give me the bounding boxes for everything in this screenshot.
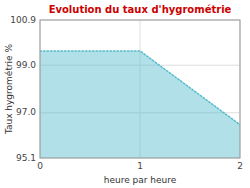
plot-frame (40, 20, 240, 158)
grid (40, 20, 240, 158)
x-axis-label: heure par heure (104, 175, 177, 185)
x-tick-label: 0 (37, 161, 43, 171)
x-tick-label: 2 (237, 161, 243, 171)
plot-area (40, 20, 240, 158)
y-tick-label: 99.0 (16, 60, 36, 70)
x-tick-label: 1 (137, 161, 143, 171)
area-line (40, 51, 240, 125)
title: Evolution du taux d'hygrométrie (49, 4, 232, 15)
y-axis-label: Taux hygrométrie % (4, 43, 14, 135)
series (40, 51, 240, 158)
y-tick-label: 95.1 (16, 153, 36, 163)
area-fill (40, 51, 240, 158)
y-tick-label: 97.0 (16, 107, 36, 117)
chart: 95.1 97.0 99.0 100.9 0 1 2 Evolution du taux d'… (0, 0, 250, 188)
y-tick-label: 100.9 (10, 15, 36, 25)
axes: 95.1 97.0 99.0 100.9 0 1 2 (10, 15, 243, 172)
